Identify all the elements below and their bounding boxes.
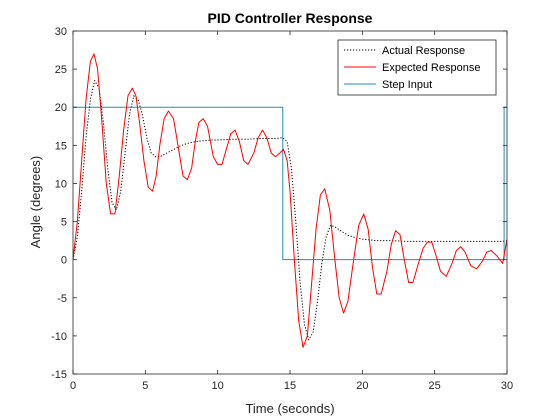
legend-item-actual-label: Actual Response	[382, 45, 465, 57]
y-tick-label: -10	[51, 331, 67, 343]
y-tick-label: 0	[61, 255, 67, 267]
y-axis-label: Angle (degrees)	[28, 156, 43, 249]
x-tick-label: 10	[212, 380, 224, 392]
x-tick-label: 5	[142, 380, 148, 392]
y-tick-label: 15	[55, 140, 67, 152]
x-tick-label: 30	[501, 380, 513, 392]
x-tick-label: 0	[70, 380, 76, 392]
x-tick-label: 25	[429, 380, 441, 392]
legend-item-step-label: Step Input	[382, 79, 432, 91]
x-axis-label: Time (seconds)	[245, 401, 334, 416]
x-tick-label: 15	[284, 380, 296, 392]
x-axis-ticks: 0 5 10 15 20 25 30	[70, 31, 513, 392]
y-tick-label: 20	[55, 102, 67, 114]
x-tick-label: 20	[356, 380, 368, 392]
y-axis-ticks: -15 -10 -5 0 5 10 15 20 25 30	[51, 26, 507, 381]
y-tick-label: 10	[55, 178, 67, 190]
legend-item-expected-label: Expected Response	[382, 62, 480, 74]
chart-title: PID Controller Response	[208, 10, 373, 26]
y-tick-label: -15	[51, 369, 67, 381]
y-tick-label: -5	[57, 293, 67, 305]
y-tick-label: 30	[55, 26, 67, 38]
y-tick-label: 25	[55, 64, 67, 76]
y-tick-label: 5	[61, 217, 67, 229]
legend: Actual Response Expected Response Step Inp…	[337, 39, 497, 96]
series-line-expected	[73, 53, 507, 348]
